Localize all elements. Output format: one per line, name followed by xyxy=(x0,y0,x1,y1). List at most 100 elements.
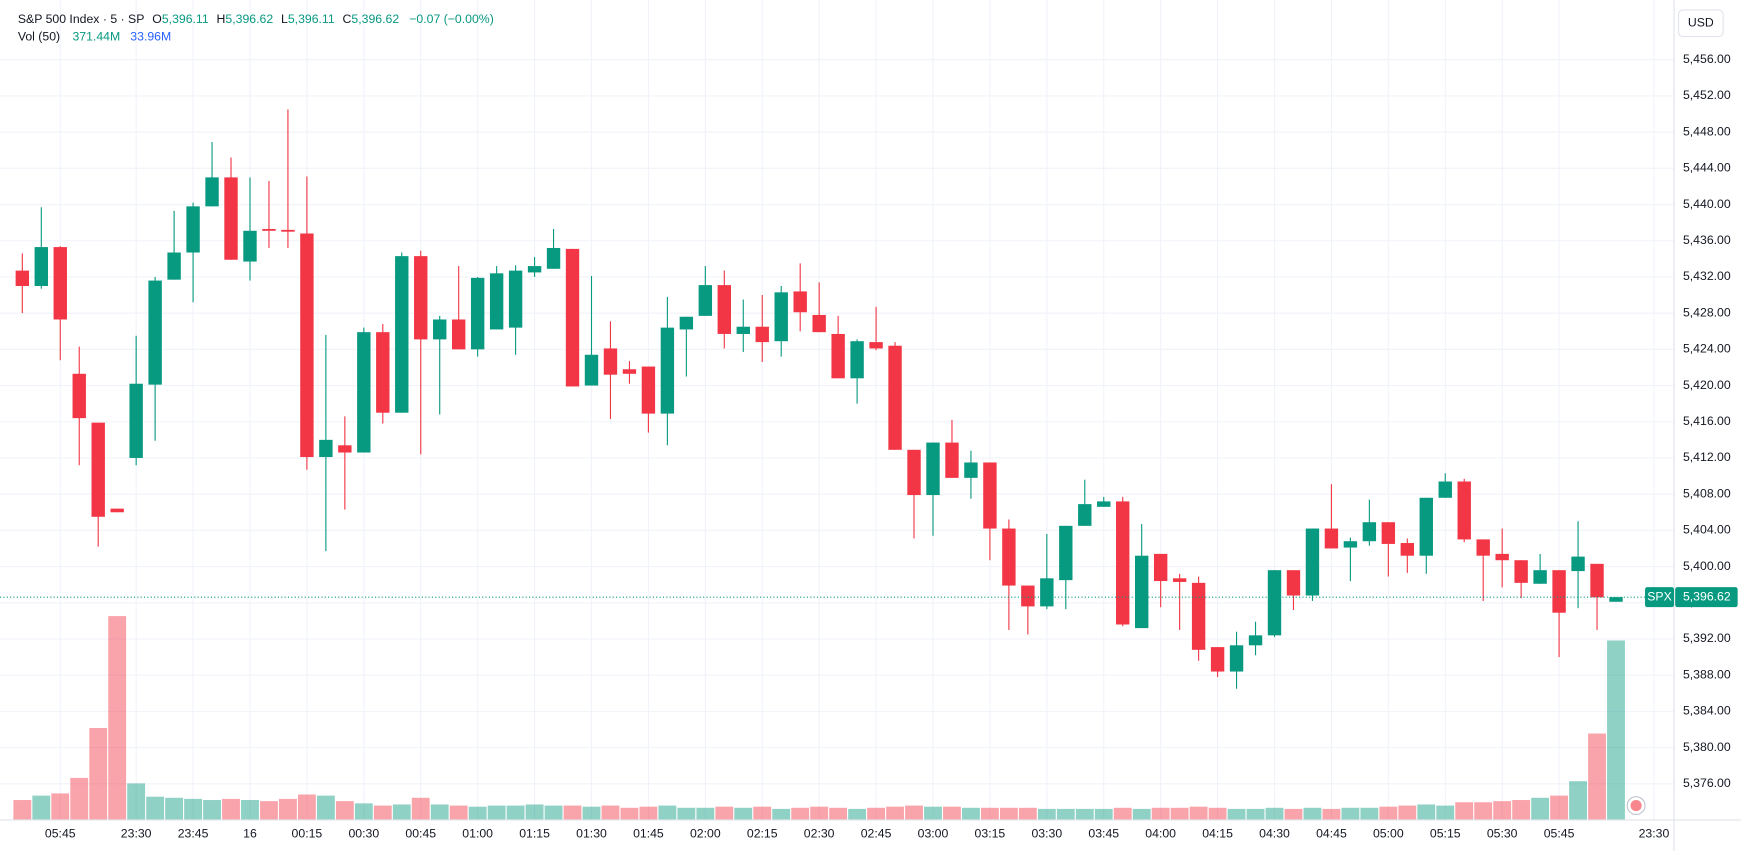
ohlc-value: 5,396.11 xyxy=(288,12,335,26)
volume-bar xyxy=(582,806,601,820)
candle-body xyxy=(451,319,466,350)
candle-body xyxy=(1362,522,1377,542)
volume-bar xyxy=(1512,800,1531,820)
volume-bar xyxy=(392,804,411,820)
candle-body xyxy=(964,462,978,478)
ohlc-key: O xyxy=(152,12,162,26)
volume-bar xyxy=(430,804,449,820)
volume-bar xyxy=(203,800,221,820)
volume-value: 371.44M xyxy=(72,30,120,44)
candle-body xyxy=(831,333,845,379)
candle-body xyxy=(622,369,637,374)
candle-body xyxy=(641,366,656,414)
volume-bar xyxy=(639,806,658,820)
ohlc-value: 5,396.11 xyxy=(162,12,209,26)
candle-body xyxy=(34,247,48,286)
candle-body xyxy=(755,326,769,343)
candle-body xyxy=(1590,563,1604,598)
volume-bar xyxy=(734,807,753,820)
y-tick-label: 5,384.00 xyxy=(1683,704,1731,718)
candle-body xyxy=(907,449,921,496)
candle-body xyxy=(319,439,333,458)
candle-body xyxy=(1078,504,1092,526)
candle-body xyxy=(603,348,618,375)
volume-bar xyxy=(297,794,316,820)
x-tick-label: 03:15 xyxy=(975,827,1006,841)
x-tick-label: 02:30 xyxy=(804,827,835,841)
candle-body xyxy=(812,314,826,333)
volume-bar xyxy=(525,804,544,820)
candle-body xyxy=(186,206,200,253)
candle-body xyxy=(1305,528,1320,596)
candle-body xyxy=(110,508,124,513)
volume-bar xyxy=(260,801,278,820)
volume-bar xyxy=(886,806,904,820)
volume-bar xyxy=(373,805,392,820)
x-tick-label: 01:45 xyxy=(633,827,664,841)
currency-button[interactable] xyxy=(1677,9,1724,38)
candle-body xyxy=(717,285,731,334)
candle-body xyxy=(774,292,788,342)
candle-body xyxy=(565,248,580,387)
candle-body xyxy=(584,354,599,386)
candle-body xyxy=(489,273,504,330)
volume-bar xyxy=(184,798,203,820)
price-tag-text: 5,396.62 xyxy=(1683,589,1731,603)
candle-body xyxy=(433,319,447,340)
volume-bar xyxy=(1379,806,1398,820)
volume-bar xyxy=(601,805,620,820)
y-tick-label: 5,412.00 xyxy=(1683,450,1731,464)
y-tick-label: 5,448.00 xyxy=(1683,124,1731,138)
candle-body xyxy=(1229,645,1244,672)
volume-bar xyxy=(753,806,772,820)
volume-bar xyxy=(1569,781,1587,820)
candle-body xyxy=(546,247,561,269)
volume-bar xyxy=(222,798,240,820)
candle-body xyxy=(376,332,390,413)
ohlc-key: H xyxy=(217,12,226,26)
candle-body xyxy=(508,270,523,328)
volume-bar xyxy=(1265,807,1284,820)
candle-body xyxy=(1438,481,1452,498)
candle-body xyxy=(300,233,314,458)
volume-bar xyxy=(13,800,32,820)
candle-body xyxy=(1324,528,1339,549)
currency[interactable]: USD xyxy=(1688,16,1714,30)
candle-body xyxy=(926,442,940,496)
ohlc-value: 5,396.62 xyxy=(351,12,399,26)
candle-body xyxy=(1059,525,1073,581)
volume-bar xyxy=(1246,808,1265,820)
candle-body xyxy=(1419,497,1433,556)
volume-bar xyxy=(1436,805,1455,820)
x-tick-label: 03:00 xyxy=(918,827,949,841)
volume-bar xyxy=(1170,807,1189,820)
volume-bar xyxy=(354,803,373,820)
candle-body xyxy=(414,256,428,340)
volume-bar xyxy=(1113,807,1132,820)
x-tick-label: 04:15 xyxy=(1202,827,1233,841)
candle-body xyxy=(1495,553,1509,561)
volume-bar xyxy=(848,808,867,820)
volume-bar xyxy=(696,807,715,820)
volume-bar xyxy=(563,805,582,820)
candle-body xyxy=(1400,543,1415,556)
candle-body xyxy=(1476,539,1490,556)
candle-body xyxy=(224,177,238,260)
candle-body xyxy=(793,291,807,313)
candle-body xyxy=(205,177,219,207)
x-tick-label: 05:15 xyxy=(1430,827,1461,841)
volume-bar xyxy=(32,795,51,820)
candle-body xyxy=(1267,570,1282,636)
x-tick-label: 02:45 xyxy=(861,827,892,841)
volume-bar xyxy=(791,807,810,820)
candle-body xyxy=(262,228,276,231)
candle-body xyxy=(1514,560,1528,583)
x-tick-label: 01:15 xyxy=(519,827,550,841)
symbol-tag xyxy=(1645,587,1675,608)
volume-bar xyxy=(1056,808,1075,820)
volume-bar xyxy=(943,806,961,820)
volume-bar xyxy=(1284,808,1303,820)
volume-bar xyxy=(905,805,923,820)
volume-legend: Vol (50) 371.44M 33.96M xyxy=(18,30,171,44)
